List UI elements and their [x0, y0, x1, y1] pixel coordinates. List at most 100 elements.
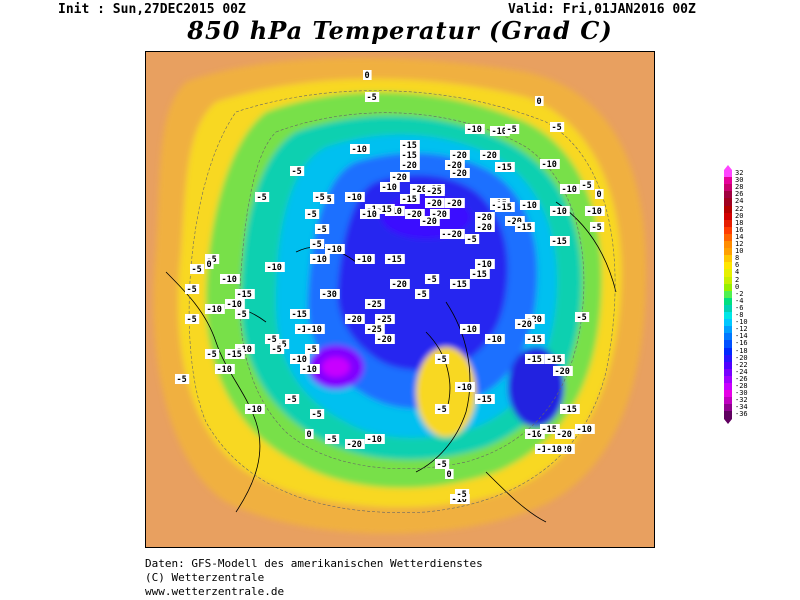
contour-label-text: -5 [237, 310, 247, 320]
legend-label: 2 [735, 275, 740, 284]
contour-label-text: -5 [287, 395, 297, 405]
contour-label: -10 [475, 259, 495, 270]
map-title: 850 hPa Temperatur (Grad C) [187, 16, 613, 45]
contour-label-text: 0 [307, 430, 312, 440]
contour-label-box [355, 254, 375, 264]
legend-label: 14 [735, 232, 744, 241]
contour-label-text: -5 [272, 345, 282, 355]
contour-label-box [310, 409, 325, 419]
contour-label: -10 [325, 244, 345, 255]
contour-label: -10 [520, 200, 540, 211]
legend-label: -24 [735, 367, 748, 376]
contour-label: -20 [390, 172, 410, 183]
contour-label: -20 [375, 334, 395, 345]
contour-label: -20 [445, 198, 465, 209]
contour-label-box [445, 160, 465, 170]
contour-label: -15 [475, 394, 495, 405]
legend-swatch [724, 212, 732, 221]
contour-label-text: -20 [447, 199, 462, 209]
contour-label-box [345, 314, 365, 324]
contour-label: 0 [205, 259, 214, 270]
contour-label-text: -5 [312, 410, 322, 420]
contour-label-text: -10 [457, 383, 472, 393]
contour-label: -20 [425, 198, 445, 209]
contour-label-text: -10 [217, 365, 232, 375]
contour-label-box [535, 96, 544, 106]
contour-label-box [435, 404, 450, 414]
contour-label-box [255, 192, 270, 202]
contour-label-text: -5 [437, 405, 447, 415]
contour-label: -5 [325, 434, 340, 445]
contour-label: -10 [290, 354, 310, 365]
contour-label-text: -20 [557, 430, 572, 440]
contour-label: -5 [270, 344, 285, 355]
legend-label: -36 [735, 410, 748, 419]
contour-label-box [400, 150, 420, 160]
contour-label-text: -5 [437, 355, 447, 365]
legend-swatch [724, 219, 732, 228]
contour-label-text: -10 [487, 335, 502, 345]
contour-label-text: -10 [522, 201, 537, 211]
contour-label-box [560, 404, 580, 414]
contour-label-text: -10 [492, 127, 507, 137]
contour-label-text: -20 [412, 185, 427, 195]
legend-label: -28 [735, 382, 748, 390]
contour-label-text: -20 [477, 223, 492, 233]
contour-label: -5 [255, 192, 270, 203]
contour-label-text: -20 [427, 199, 442, 209]
contour-label-text: -20 [517, 320, 532, 330]
contour-label: -15 [525, 334, 545, 345]
legend-label: -32 [735, 396, 748, 405]
contour-label-text: -5 [367, 93, 377, 103]
contour-label-box [225, 349, 245, 359]
contour-label-box [360, 209, 380, 219]
contour-label-text: -10 [562, 185, 577, 195]
contour-label-text: 0 [447, 470, 452, 480]
contour-label: -10 [575, 424, 595, 435]
contour-label: -5 [590, 222, 605, 233]
contour-label-text: -30 [322, 290, 337, 300]
contour-label-text: -15 [562, 405, 577, 415]
legend-swatch [724, 177, 732, 185]
contour-label-text: -20 [452, 169, 467, 179]
contour-label: -15 [400, 194, 420, 205]
contour-label-text: -10 [547, 445, 562, 455]
contour-label-text: -10 [357, 255, 372, 265]
contour-label-text: -5 [577, 313, 587, 323]
contour-label: -15 [540, 424, 560, 435]
contour-label-text: -15 [377, 205, 392, 215]
contour-label-box [475, 394, 495, 404]
contour-label: -10 [380, 182, 400, 193]
contour-label: -5 [435, 459, 450, 470]
legend-swatch [724, 404, 732, 412]
contour-label-box [245, 404, 265, 414]
contour-label: -10 [205, 304, 225, 315]
contour-label-box [555, 429, 575, 439]
contour-label-box [470, 269, 490, 279]
contour-label-box [385, 206, 405, 216]
contour-label-text: -10 [352, 145, 367, 155]
contour-label-text: -10 [382, 183, 397, 193]
contour-label-text: -25 [367, 325, 382, 335]
contour-label-box [553, 366, 573, 376]
contour-label-box [285, 394, 300, 404]
contour-label: -10 [350, 144, 370, 155]
contour-label: -10 [345, 192, 365, 203]
contour-label-text: -15 [497, 203, 512, 213]
contour-label-box [325, 244, 345, 254]
contour-label-box [475, 222, 495, 232]
contour-label-box [313, 192, 328, 202]
contour-label-box [540, 424, 560, 434]
contour-label-box [455, 382, 475, 392]
legend-swatch [724, 411, 732, 419]
contour-label-box [215, 364, 235, 374]
legend-label: 20 [735, 211, 744, 220]
legend-swatch [724, 184, 732, 192]
contour-label-box [445, 198, 465, 208]
contour-label-text: -10 [302, 365, 317, 375]
contour-label: -5 [435, 354, 450, 365]
contour-label-box [415, 289, 430, 299]
contour-label-box [290, 309, 310, 319]
contour-label: -10 [295, 324, 315, 335]
contour-label-box [435, 354, 450, 364]
